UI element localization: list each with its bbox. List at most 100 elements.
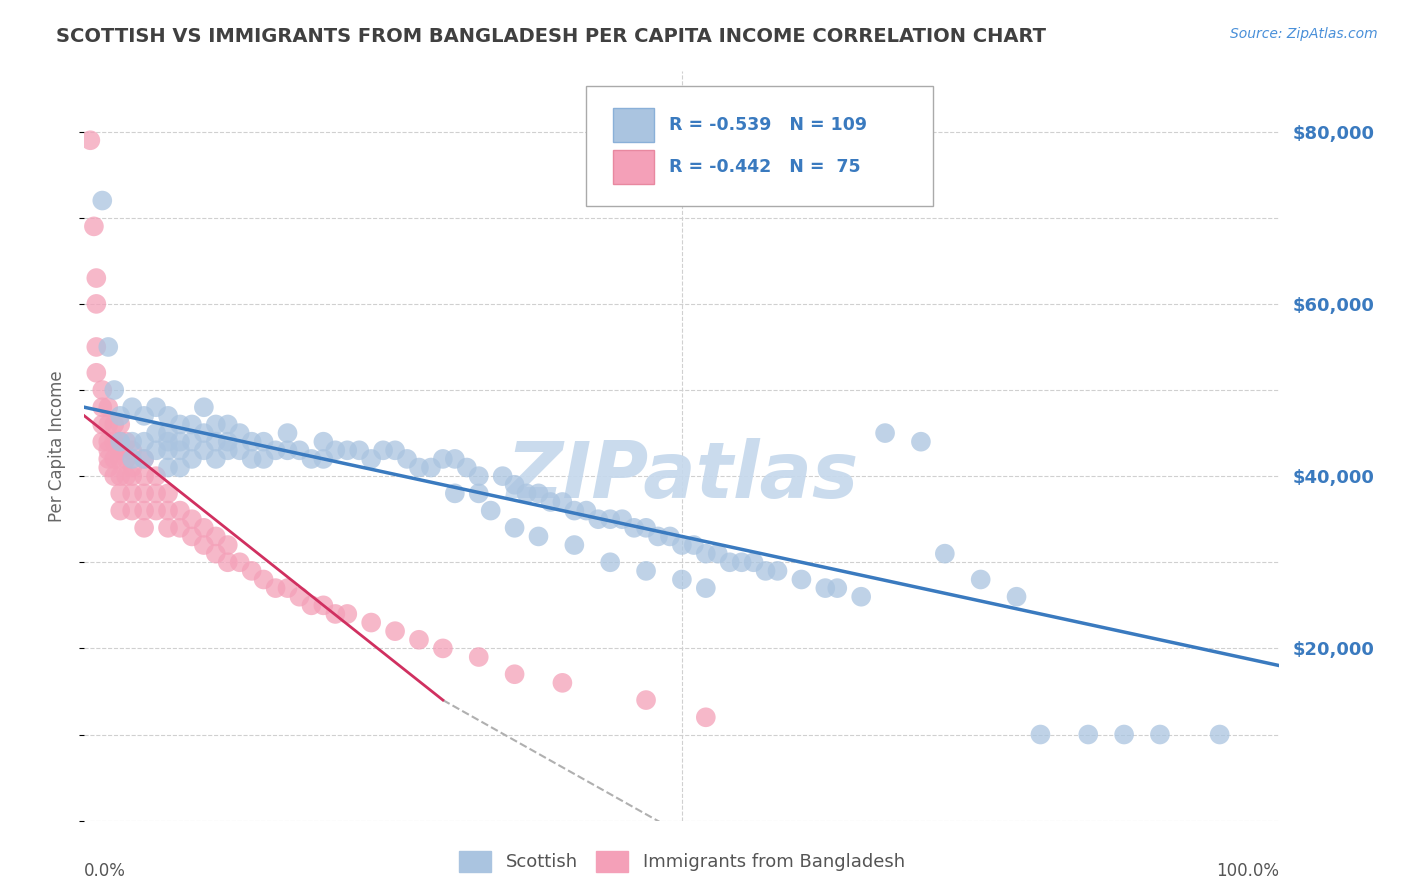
Point bbox=[132, 434, 156, 449]
Point bbox=[336, 607, 359, 621]
Text: R = -0.539   N = 109: R = -0.539 N = 109 bbox=[669, 116, 866, 135]
Point bbox=[1005, 590, 1028, 604]
Legend: Scottish, Immigrants from Bangladesh: Scottish, Immigrants from Bangladesh bbox=[451, 844, 912, 879]
Point bbox=[97, 340, 120, 354]
Point bbox=[110, 503, 132, 517]
Point bbox=[169, 434, 191, 449]
Point bbox=[432, 641, 454, 656]
Point bbox=[86, 366, 108, 380]
Point bbox=[492, 469, 515, 483]
Point bbox=[240, 451, 263, 466]
Point bbox=[110, 469, 132, 483]
Point bbox=[755, 564, 778, 578]
Point bbox=[91, 194, 114, 208]
Point bbox=[636, 521, 658, 535]
Point bbox=[181, 529, 204, 543]
Point bbox=[360, 615, 382, 630]
Point bbox=[193, 521, 215, 535]
Point bbox=[551, 676, 574, 690]
Point bbox=[86, 297, 108, 311]
Point bbox=[97, 460, 120, 475]
Point bbox=[205, 547, 228, 561]
Point bbox=[115, 451, 138, 466]
Point bbox=[121, 451, 143, 466]
Point bbox=[91, 434, 114, 449]
Point bbox=[229, 443, 252, 458]
Point bbox=[229, 555, 252, 569]
Point bbox=[97, 451, 120, 466]
Point bbox=[103, 434, 125, 449]
Point bbox=[240, 434, 263, 449]
Point bbox=[503, 667, 526, 681]
Point bbox=[217, 538, 239, 552]
Point bbox=[420, 460, 443, 475]
Point bbox=[695, 581, 717, 595]
Point bbox=[301, 599, 323, 613]
Point bbox=[277, 443, 299, 458]
Point bbox=[181, 417, 204, 432]
Point bbox=[181, 451, 204, 466]
Point bbox=[875, 426, 897, 441]
Point bbox=[301, 451, 323, 466]
Point bbox=[217, 443, 239, 458]
Point bbox=[718, 555, 741, 569]
Point bbox=[110, 434, 132, 449]
Point bbox=[110, 451, 132, 466]
FancyBboxPatch shape bbox=[586, 87, 934, 206]
Point bbox=[115, 434, 138, 449]
Point bbox=[97, 417, 120, 432]
Point bbox=[121, 401, 143, 415]
Point bbox=[636, 693, 658, 707]
Point bbox=[814, 581, 837, 595]
Point bbox=[349, 443, 371, 458]
Y-axis label: Per Capita Income: Per Capita Income bbox=[48, 370, 66, 522]
Point bbox=[253, 573, 276, 587]
Point bbox=[132, 503, 156, 517]
Point bbox=[564, 538, 586, 552]
Point bbox=[91, 383, 114, 397]
Point bbox=[91, 417, 114, 432]
Point bbox=[551, 495, 574, 509]
Point bbox=[145, 503, 167, 517]
Point bbox=[575, 503, 598, 517]
Point bbox=[91, 401, 114, 415]
Point bbox=[527, 529, 550, 543]
Point bbox=[742, 555, 765, 569]
Point bbox=[456, 460, 478, 475]
Point bbox=[623, 521, 645, 535]
Point bbox=[766, 564, 789, 578]
Point bbox=[683, 538, 706, 552]
Point bbox=[145, 486, 167, 500]
Point bbox=[588, 512, 610, 526]
Point bbox=[121, 460, 143, 475]
Point bbox=[1114, 727, 1136, 741]
Point bbox=[181, 434, 204, 449]
Text: SCOTTISH VS IMMIGRANTS FROM BANGLADESH PER CAPITA INCOME CORRELATION CHART: SCOTTISH VS IMMIGRANTS FROM BANGLADESH P… bbox=[56, 27, 1046, 45]
Point bbox=[121, 486, 143, 500]
Point bbox=[121, 503, 143, 517]
Point bbox=[110, 417, 132, 432]
Point bbox=[157, 443, 180, 458]
Point bbox=[384, 443, 406, 458]
Point bbox=[264, 581, 287, 595]
Point bbox=[636, 564, 658, 578]
Point bbox=[132, 451, 156, 466]
Point bbox=[145, 443, 167, 458]
Point bbox=[360, 451, 382, 466]
Point bbox=[97, 443, 120, 458]
Point bbox=[193, 443, 215, 458]
Point bbox=[115, 469, 138, 483]
Point bbox=[169, 417, 191, 432]
Bar bbox=[613, 109, 654, 142]
Point bbox=[659, 529, 682, 543]
Point bbox=[695, 547, 717, 561]
Point bbox=[193, 538, 215, 552]
Point bbox=[444, 451, 467, 466]
Point bbox=[132, 451, 156, 466]
Point bbox=[103, 417, 125, 432]
Point bbox=[790, 573, 813, 587]
Point bbox=[157, 426, 180, 441]
Point bbox=[312, 434, 335, 449]
Point bbox=[110, 409, 132, 423]
Point bbox=[103, 383, 125, 397]
